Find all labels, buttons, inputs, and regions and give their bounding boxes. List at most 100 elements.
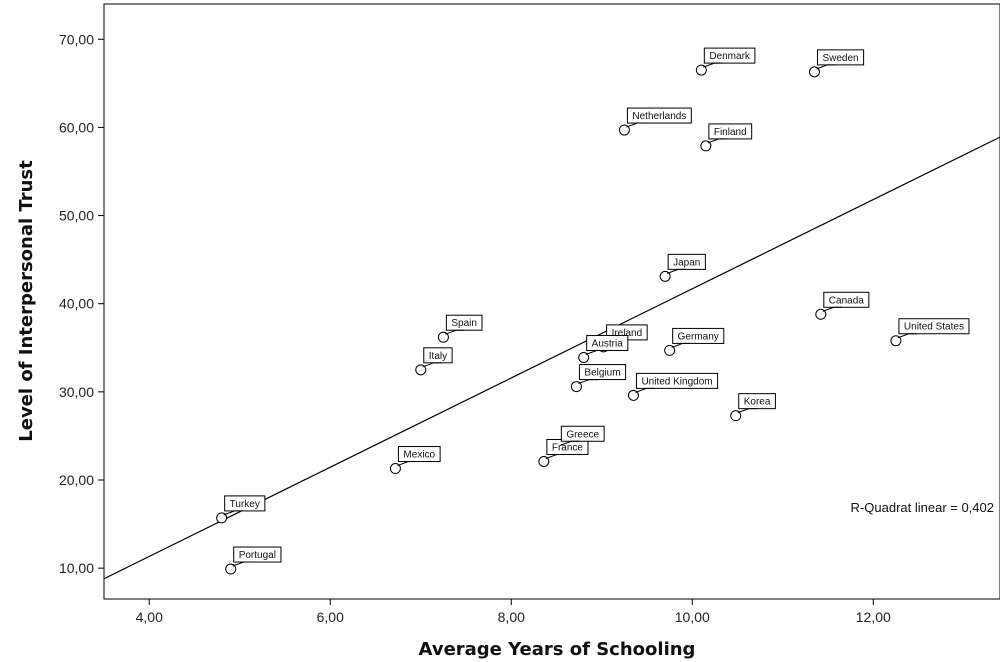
label-text-finland: Finland (714, 127, 747, 138)
label-japan: Japan (666, 253, 706, 274)
label-spain: Spain (445, 314, 483, 335)
point-portugal (225, 563, 237, 575)
label-pointer-austria (585, 349, 605, 355)
label-pointer-turkey (223, 510, 243, 516)
label-united-kingdom: United Kingdom (635, 372, 719, 393)
r-squared-annotation: R-Quadrat linear = 0,402 (851, 500, 994, 515)
label-text-united-kingdom: United Kingdom (641, 376, 712, 387)
label-canada: Canada (822, 291, 870, 312)
label-pointer-united-states (897, 333, 917, 339)
data-points (216, 64, 902, 575)
point-netherlands (618, 124, 630, 136)
y-tick-label-20: 20,00 (59, 472, 94, 488)
y-tick-label-50: 50,00 (59, 208, 94, 224)
label-text-greece: Greece (566, 429, 599, 440)
x-tick-label-12: 12,00 (856, 609, 891, 625)
x-tick-label-6: 6,00 (317, 609, 344, 625)
label-germany: Germany (671, 327, 725, 348)
y-tick-label-40: 40,00 (59, 296, 94, 312)
label-box-sweden (816, 49, 865, 66)
label-box-canada (823, 291, 870, 308)
label-text-ireland: Ireland (612, 328, 643, 339)
point-spain (437, 331, 449, 343)
label-box-greece (560, 425, 605, 442)
point-united-kingdom (627, 389, 639, 401)
label-pointer-united-kingdom (635, 387, 655, 393)
x-tick-label-8: 8,00 (498, 609, 525, 625)
label-pointer-spain (445, 329, 465, 335)
label-text-germany: Germany (678, 331, 719, 342)
point-japan (659, 270, 671, 282)
label-box-united-states (898, 318, 970, 335)
label-text-japan: Japan (673, 257, 700, 268)
label-pointer-korea (737, 408, 757, 414)
label-text-netherlands: Netherlands (632, 111, 686, 122)
label-turkey: Turkey (223, 495, 266, 516)
label-sweden: Sweden (816, 49, 865, 70)
point-united-states (890, 335, 902, 347)
label-text-belgium: Belgium (584, 368, 620, 379)
point-sweden (808, 66, 820, 78)
label-pointer-denmark (703, 62, 723, 68)
point-italy (415, 364, 427, 376)
label-mexico: Mexico (397, 446, 441, 467)
label-box-finland (708, 123, 753, 140)
label-pointer-germany (671, 342, 691, 348)
label-text-korea: Korea (744, 397, 771, 408)
label-text-italy: Italy (429, 351, 447, 362)
label-text-spain: Spain (451, 318, 477, 329)
point-canada (815, 308, 827, 320)
label-text-canada: Canada (829, 295, 864, 306)
point-austria (578, 351, 590, 363)
label-netherlands: Netherlands (626, 107, 692, 128)
label-box-denmark (703, 47, 756, 64)
label-greece: Greece (560, 425, 605, 446)
label-pointer-sweden (816, 64, 836, 70)
label-portugal: Portugal (232, 546, 282, 567)
label-pointer-mexico (397, 461, 417, 467)
label-box-belgium (578, 364, 627, 381)
point-germany (664, 344, 676, 356)
point-korea (730, 410, 742, 422)
point-france (538, 455, 550, 467)
label-text-portugal: Portugal (239, 550, 276, 561)
point-labels: Denmark Sweden Netherlands Finland Japan Cana… (223, 47, 970, 567)
point-belgium (570, 381, 582, 393)
label-box-netherlands (626, 107, 692, 124)
point-finland (700, 140, 712, 152)
label-text-denmark: Denmark (709, 51, 751, 62)
label-united-states: United States (897, 318, 970, 339)
point-denmark (695, 64, 707, 76)
y-tick-label-60: 60,00 (59, 119, 94, 135)
label-text-turkey: Turkey (230, 499, 260, 510)
point-turkey (216, 512, 228, 524)
y-tick-label-70: 70,00 (59, 31, 94, 47)
label-box-korea (738, 393, 776, 410)
label-belgium: Belgium (578, 364, 627, 385)
label-pointer-greece (560, 440, 580, 446)
y-axis-title: Level of Interpersonal Trust (16, 160, 37, 442)
label-denmark: Denmark (703, 47, 756, 68)
y-tick-label-10: 10,00 (59, 560, 94, 576)
label-france: France (545, 438, 589, 459)
label-box-japan (667, 253, 706, 270)
label-korea: Korea (737, 393, 776, 414)
label-box-austria (586, 334, 629, 351)
label-italy: Italy (422, 347, 453, 368)
label-pointer-canada (822, 306, 842, 312)
y-axis: 10,00 20,00 30,00 40,00 50,00 60,00 70,00 (59, 31, 104, 576)
label-pointer-france (545, 453, 565, 459)
x-tick-label-4: 4,00 (136, 609, 163, 625)
label-box-turkey (224, 495, 266, 512)
label-box-portugal (233, 546, 282, 563)
label-pointer-italy (422, 362, 442, 368)
label-text-france: France (552, 442, 584, 453)
label-text-united-states: United States (904, 322, 964, 333)
label-finland: Finland (707, 123, 753, 144)
label-austria: Austria (585, 334, 629, 355)
label-text-mexico: Mexico (403, 450, 435, 461)
x-axis-title: Average Years of Schooling (419, 639, 696, 660)
label-box-united-kingdom (635, 372, 719, 389)
